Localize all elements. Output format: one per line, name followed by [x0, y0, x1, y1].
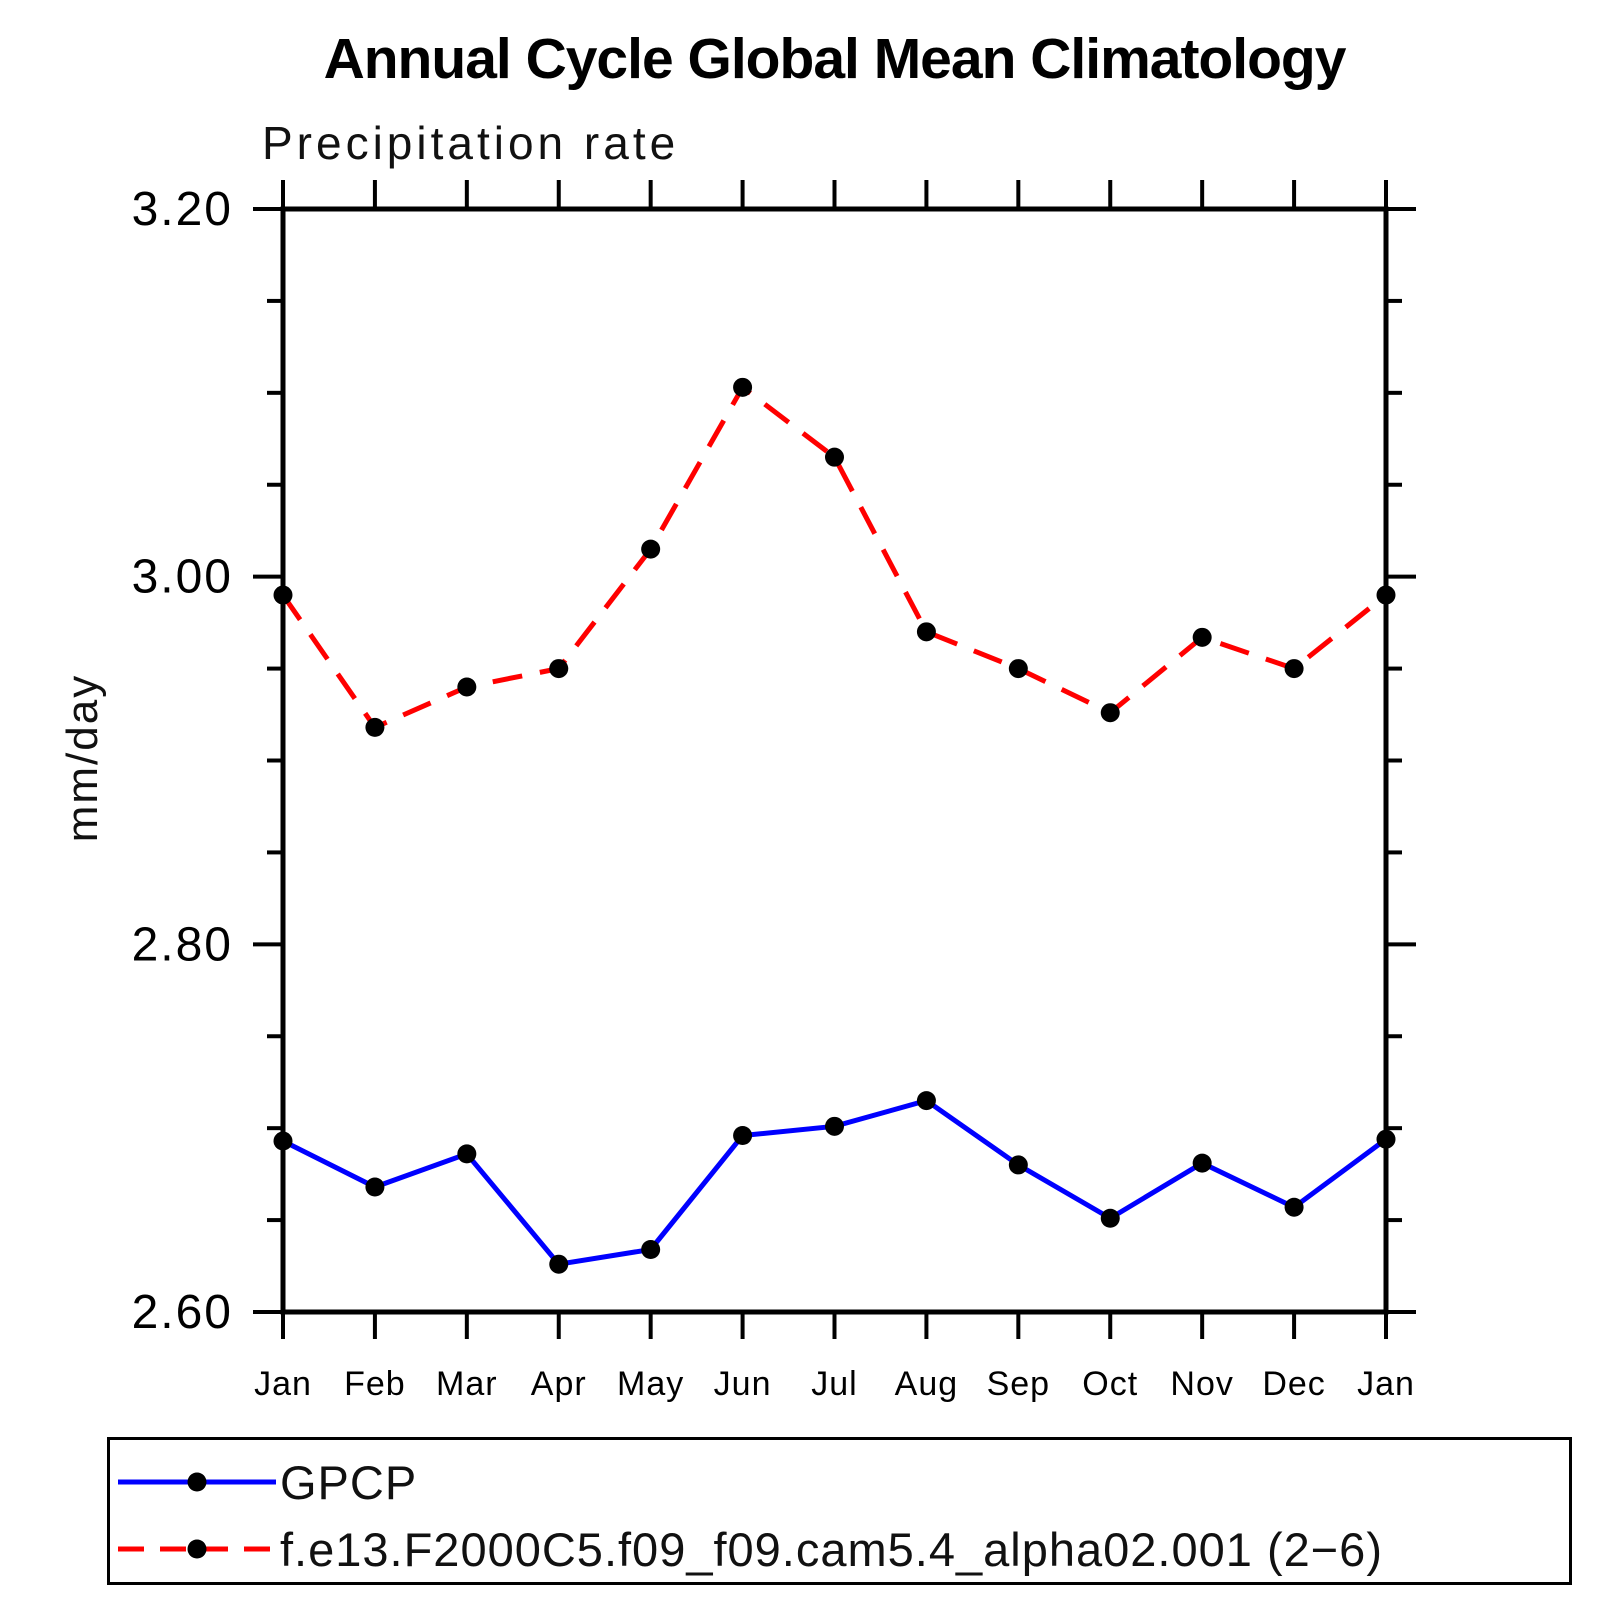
- legend-entry-model: f.e13.F2000C5.f09_f09.cam5.4_alpha02.001…: [118, 1522, 1383, 1576]
- data-point-0: [825, 1116, 844, 1136]
- x-tick-label: Nov: [1170, 1365, 1233, 1403]
- x-tick-label: Jan: [1357, 1365, 1415, 1403]
- x-tick-label: Apr: [531, 1365, 587, 1403]
- data-point-1: [549, 659, 569, 679]
- data-point-1: [273, 585, 293, 605]
- data-point-1: [733, 377, 753, 397]
- y-tick-label: 3.20: [132, 183, 233, 236]
- data-point-0: [273, 1131, 293, 1151]
- data-point-0: [1100, 1208, 1120, 1228]
- data-point-0: [1192, 1153, 1212, 1173]
- data-point-0: [457, 1144, 477, 1164]
- data-point-1: [916, 622, 936, 642]
- x-tick-label: Jul: [811, 1365, 857, 1403]
- legend-box: GPCP f.e13.F2000C5.f09_f09.cam5.4_alpha0…: [107, 1437, 1572, 1585]
- x-tick-label: Sep: [987, 1365, 1051, 1403]
- legend-sample-0: [118, 1472, 276, 1492]
- x-tick-label: May: [617, 1365, 684, 1403]
- data-point-1: [1100, 703, 1120, 723]
- data-point-0: [733, 1126, 753, 1146]
- plot-frame: [280, 206, 1389, 1315]
- data-point-0: [1008, 1155, 1028, 1175]
- data-point-1: [1008, 659, 1028, 679]
- data-point-0: [1376, 1129, 1396, 1149]
- y-tick-label: 3.00: [132, 551, 233, 604]
- legend-marker-sample: [187, 1539, 207, 1559]
- legend-sample-1: [118, 1539, 276, 1559]
- x-tick-label: Jan: [254, 1365, 312, 1403]
- data-point-1: [365, 717, 385, 737]
- data-point-0: [1284, 1197, 1304, 1217]
- series-line-1: [280, 383, 1388, 731]
- data-point-0: [641, 1239, 661, 1259]
- data-point-0: [549, 1254, 569, 1274]
- chart-subtitle: Precipitation rate: [262, 117, 680, 169]
- data-point-1: [1192, 627, 1212, 647]
- data-point-1: [1284, 659, 1304, 679]
- legend-marker-sample: [187, 1472, 207, 1492]
- x-tick-label: Mar: [436, 1365, 498, 1403]
- legend-label-model: f.e13.F2000C5.f09_f09.cam5.4_alpha02.001…: [280, 1522, 1383, 1576]
- x-tick-label: Oct: [1082, 1365, 1138, 1403]
- data-point-0: [365, 1177, 385, 1197]
- data-point-1: [457, 677, 477, 697]
- legend-label-gpcp: GPCP: [280, 1455, 418, 1509]
- x-tick-label: Feb: [344, 1365, 406, 1403]
- data-point-1: [1376, 585, 1396, 605]
- x-tick-label: Aug: [895, 1365, 959, 1403]
- y-tick-label: 2.80: [132, 918, 233, 971]
- data-point-1: [825, 447, 844, 467]
- x-tick-label: Jun: [714, 1365, 772, 1403]
- chart-title: Annual Cycle Global Mean Climatology: [323, 27, 1347, 91]
- y-tick-label: 2.60: [132, 1286, 233, 1339]
- data-point-1: [641, 539, 661, 559]
- legend-entry-gpcp: GPCP: [118, 1455, 418, 1509]
- data-point-0: [916, 1091, 936, 1111]
- x-tick-label: Dec: [1262, 1365, 1325, 1403]
